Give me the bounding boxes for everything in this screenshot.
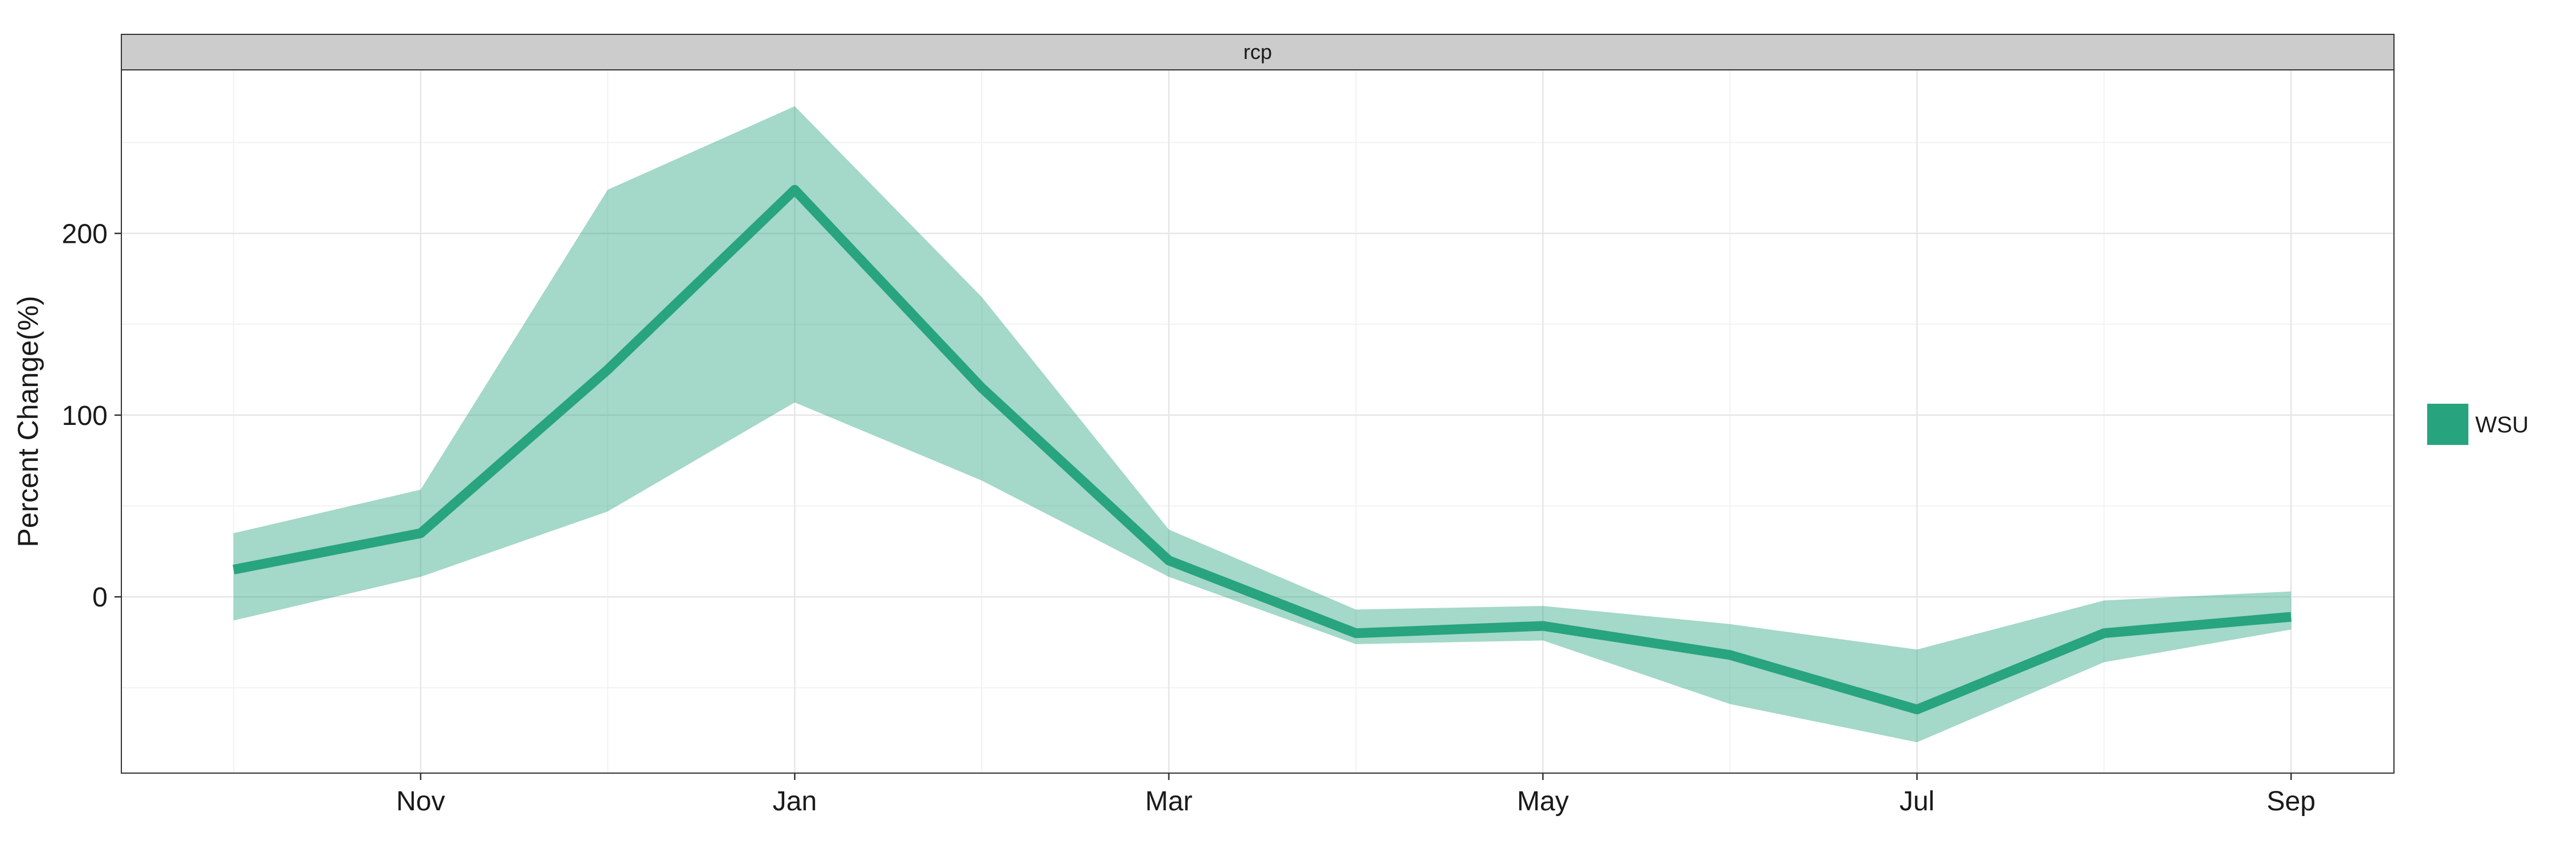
plot-panel-border xyxy=(121,69,2395,774)
x-tick-label: May xyxy=(1517,786,1569,817)
mean-line-layer xyxy=(232,184,2292,715)
minor-grid xyxy=(121,70,2394,773)
x-tick-label: Sep xyxy=(2267,786,2316,817)
x-tick-label: Jan xyxy=(773,786,817,817)
x-axis: Nov Jan Mar May Jul Sep xyxy=(396,773,2316,817)
major-grid xyxy=(121,70,2394,773)
mean-line xyxy=(232,184,2292,715)
x-tick-label: Jul xyxy=(1899,786,1934,817)
y-axis-title: Percent Change(%) xyxy=(12,295,44,547)
legend-key-line xyxy=(2427,404,2468,445)
y-tick-label: 200 xyxy=(62,219,108,250)
panel-strip xyxy=(121,34,2395,70)
x-tick-label: Mar xyxy=(1145,786,1192,817)
y-axis: 0 100 200 xyxy=(62,219,121,613)
legend-label: WSU xyxy=(2475,412,2528,438)
confidence-band xyxy=(234,106,2291,743)
y-tick-label: 0 xyxy=(92,582,108,613)
y-tick-label: 100 xyxy=(62,401,108,431)
confidence-band-layer xyxy=(234,106,2291,743)
panel-strip-label: rcp xyxy=(1243,40,1272,64)
x-tick-label: Nov xyxy=(396,786,445,817)
legend: WSU xyxy=(2427,403,2528,446)
plot-panel xyxy=(121,70,2394,773)
